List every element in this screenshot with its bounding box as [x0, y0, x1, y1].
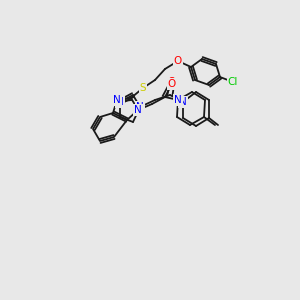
Text: N: N: [174, 95, 182, 105]
Text: N: N: [179, 97, 187, 107]
Text: N: N: [136, 102, 144, 112]
Text: N: N: [134, 105, 142, 115]
Text: N: N: [113, 95, 121, 105]
Text: O: O: [168, 77, 176, 87]
Text: Cl: Cl: [228, 77, 238, 87]
Text: N: N: [116, 97, 124, 107]
Text: S: S: [140, 83, 146, 93]
Text: O: O: [168, 79, 176, 89]
Text: O: O: [174, 56, 182, 66]
